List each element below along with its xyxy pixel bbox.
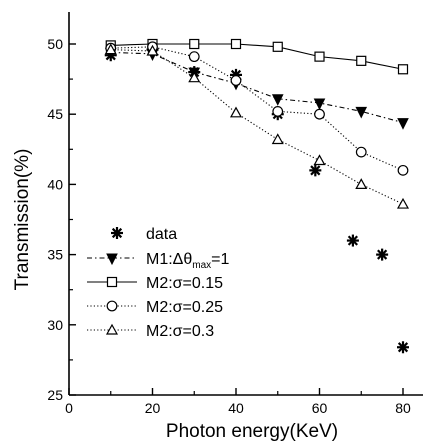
data-point [355, 178, 368, 189]
data-point [230, 75, 242, 86]
series-line [110, 43, 404, 70]
x-tick-label: 80 [395, 400, 411, 416]
data-point [104, 43, 117, 55]
legend-marker [106, 276, 118, 288]
y-tick-label: 50 [47, 36, 63, 52]
x-tick-label: 40 [228, 400, 244, 416]
legend-label: M2:σ=0.15 [146, 275, 223, 292]
data-point [397, 64, 409, 75]
y-tick-label: 45 [47, 106, 63, 122]
series-4 [104, 43, 410, 209]
data-point [313, 98, 326, 111]
legend-label: M1:Δθmax=1 [146, 251, 230, 271]
y-tick-label: 35 [47, 247, 63, 263]
data-point [397, 164, 409, 176]
legend-item: M2:σ=0.25 [87, 299, 223, 316]
data-point [397, 118, 409, 130]
data-point [146, 44, 159, 56]
y-tick-label: 40 [47, 176, 63, 192]
data-point [355, 106, 368, 119]
y-tick-label: 25 [47, 387, 63, 403]
data-point [397, 341, 409, 354]
data-point [229, 106, 243, 118]
x-tick-label: 20 [145, 400, 161, 416]
legend-label: M2:σ=0.25 [146, 299, 223, 316]
legend-label: data [146, 226, 177, 243]
data-point [271, 94, 284, 106]
data-point [271, 133, 284, 145]
legend-item: data [111, 226, 177, 243]
legend-marker [106, 300, 118, 312]
data-point [188, 71, 201, 83]
data-point [396, 197, 410, 209]
data-point [356, 55, 367, 66]
legend-item: M2:σ=0.3 [87, 323, 214, 340]
y-tick-label: 30 [47, 317, 63, 333]
x-tick-label: 60 [312, 400, 328, 416]
legend-item: M1:Δθmax=1 [87, 251, 230, 271]
series-layer [104, 38, 410, 354]
legend-marker [111, 227, 123, 239]
legend: data M1:Δθmax=1 M2:σ=0.15 M2:σ=0.25 M2:σ=0.3 [87, 226, 230, 340]
legend-item: M2:σ=0.15 [87, 275, 223, 292]
series-line [110, 51, 404, 124]
data-point [346, 234, 359, 247]
data-point [230, 38, 242, 50]
data-point [313, 154, 326, 166]
series-line [110, 49, 404, 205]
axes: 0 20 40 60 80 25 30 35 40 45 50 [47, 12, 423, 416]
series-3 [105, 41, 409, 176]
legend-marker [106, 253, 118, 266]
data-point [272, 105, 284, 117]
data-point [355, 146, 367, 158]
legend-label: M2:σ=0.3 [146, 323, 214, 340]
data-point [314, 108, 325, 120]
data-point [272, 41, 283, 52]
data-point [376, 248, 389, 261]
y-axis-title: Transmission(%) [12, 149, 33, 291]
data-point [188, 51, 200, 63]
data-point [309, 164, 322, 177]
data-point [189, 38, 200, 50]
data-point [314, 51, 325, 62]
legend-marker [105, 323, 119, 335]
x-tick-label: 0 [65, 400, 73, 416]
x-axis-title: Photon energy(KeV) [166, 421, 338, 442]
